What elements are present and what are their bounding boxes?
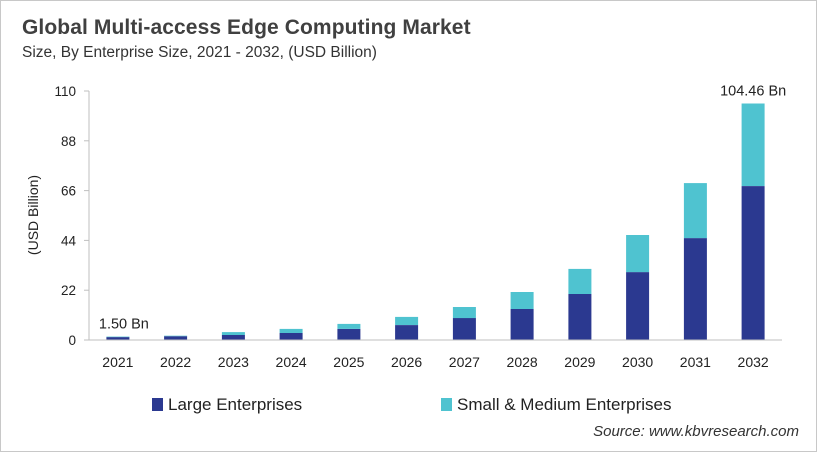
x-tick-label: 2032 <box>738 354 769 370</box>
source-note: Source: www.kbvresearch.com <box>593 423 799 440</box>
bar-large-enterprises-2026 <box>395 325 419 340</box>
bar-small-medium-enterprises-2024 <box>279 328 303 333</box>
chart-subtitle: Size, By Enterprise Size, 2021 - 2032, (… <box>22 44 377 61</box>
x-tick-label: 2027 <box>449 354 480 370</box>
bar-large-enterprises-2023 <box>221 335 245 340</box>
x-tick-label: 2022 <box>160 354 191 370</box>
x-tick-label: 2026 <box>391 354 422 370</box>
bar-small-medium-enterprises-2030 <box>626 235 650 273</box>
x-tick-label: 2021 <box>102 354 133 370</box>
legend-swatch-small-medium-enterprises <box>441 398 452 411</box>
bar-small-medium-enterprises-2025 <box>337 323 361 329</box>
y-tick-label: 44 <box>61 233 77 248</box>
y-tick-label: 22 <box>61 283 76 298</box>
bar-small-medium-enterprises-2022 <box>164 335 188 337</box>
x-tick-label: 2024 <box>276 354 307 370</box>
data-label-2032: 104.46 Bn <box>720 84 786 100</box>
bar-large-enterprises-2029 <box>568 294 592 340</box>
bar-large-enterprises-2024 <box>279 333 303 340</box>
x-tick-label: 2028 <box>507 354 538 370</box>
bar-small-medium-enterprises-2026 <box>395 316 419 325</box>
x-axis: 2021 2022 2023 2024 2025 2026 2027 2028 2029 2030… <box>89 339 782 370</box>
data-labels: 1.50 Bn 104.46 Bn <box>99 84 786 333</box>
chart-title: Global Multi-access Edge Computing Marke… <box>22 16 471 39</box>
y-tick-label: 0 <box>68 333 76 348</box>
bar-large-enterprises-2032 <box>741 186 765 340</box>
legend-label-large-enterprises: Large Enterprises <box>168 395 302 414</box>
x-tick-label: 2031 <box>680 354 711 370</box>
y-tick-label: 66 <box>61 184 76 199</box>
bar-large-enterprises-2027 <box>452 318 476 340</box>
bar-small-medium-enterprises-2021 <box>106 336 130 338</box>
x-tick-label: 2023 <box>218 354 249 370</box>
bar-large-enterprises-2021 <box>106 337 130 340</box>
bar-large-enterprises-2028 <box>510 309 534 340</box>
bar-small-medium-enterprises-2023 <box>221 332 245 335</box>
data-label-2021: 1.50 Bn <box>99 317 149 333</box>
y-tick-label: 110 <box>54 84 76 99</box>
bar-small-medium-enterprises-2031 <box>683 183 707 239</box>
x-tick-label: 2030 <box>622 354 653 370</box>
bar-small-medium-enterprises-2028 <box>510 292 534 309</box>
legend-label-small-medium-enterprises: Small & Medium Enterprises <box>457 395 671 414</box>
bars <box>106 103 765 340</box>
y-axis-label: (USD Billion) <box>25 175 41 255</box>
y-axis: 0 22 44 66 88 110 <box>54 84 90 348</box>
y-tick-label: 88 <box>61 134 76 149</box>
bar-small-medium-enterprises-2029 <box>568 268 592 294</box>
legend: Large Enterprises Small & Medium Enterpr… <box>152 395 671 414</box>
bar-large-enterprises-2025 <box>337 328 361 340</box>
x-tick-label: 2025 <box>333 354 364 370</box>
bar-large-enterprises-2022 <box>164 336 188 340</box>
bar-large-enterprises-2031 <box>683 238 707 340</box>
bar-small-medium-enterprises-2032 <box>741 103 765 186</box>
x-tick-label: 2029 <box>564 354 595 370</box>
bar-small-medium-enterprises-2027 <box>452 307 476 319</box>
legend-swatch-large-enterprises <box>152 398 163 411</box>
bar-large-enterprises-2030 <box>626 272 650 340</box>
